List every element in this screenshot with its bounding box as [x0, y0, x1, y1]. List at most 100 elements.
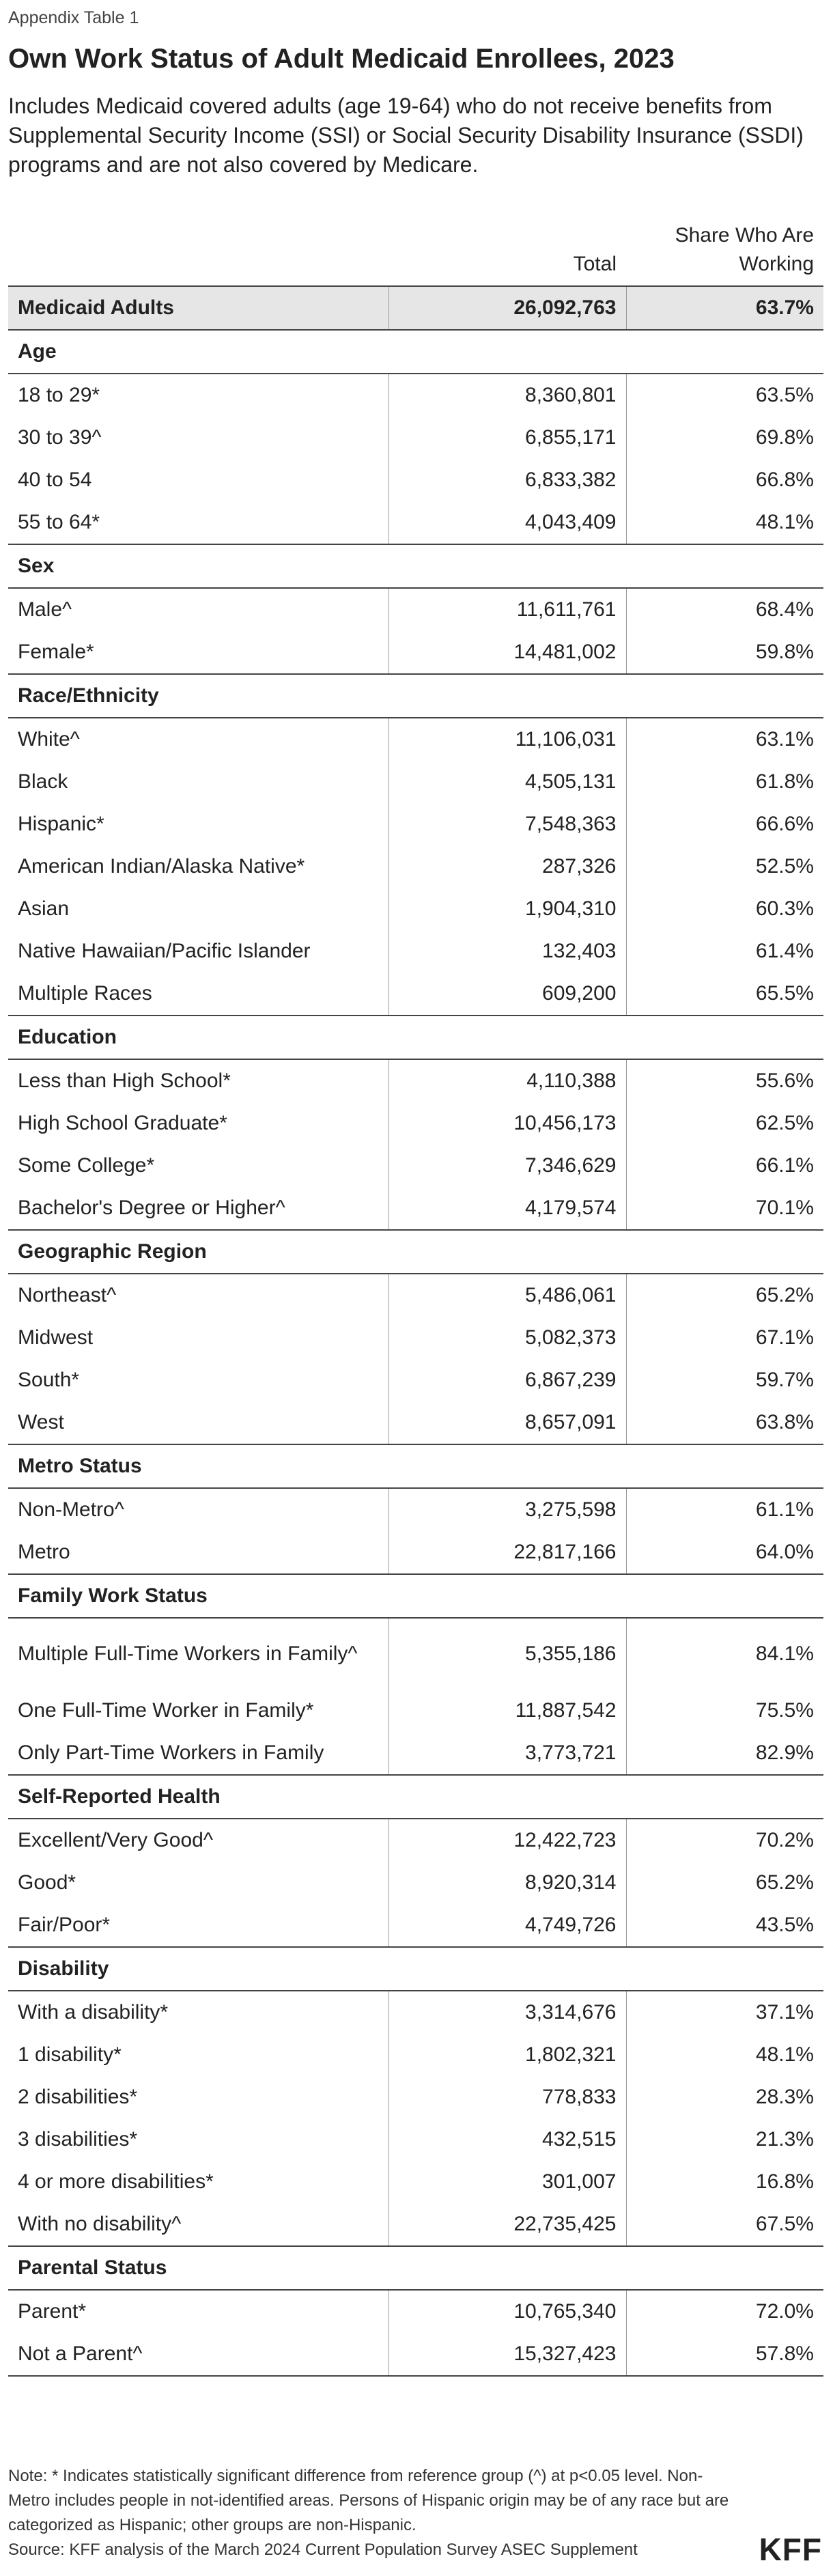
title: Own Work Status of Adult Medicaid Enroll… — [8, 44, 675, 74]
share-cell: 55.6% — [625, 1059, 823, 1102]
section-title: Parental Status — [8, 2246, 823, 2291]
data-row: Midwest 5,082,373 67.1% — [8, 1317, 823, 1359]
logo: KFF — [759, 2532, 822, 2567]
data-table: Total Share Who Are Working Medicaid Adu… — [8, 217, 823, 2377]
share-cell: 66.8% — [625, 459, 823, 501]
header-cell — [8, 217, 389, 287]
data-row: Only Part-Time Workers in Family 3,773,72… — [8, 1732, 823, 1776]
section-title: Sex — [8, 544, 823, 589]
row-label: Metro — [8, 1531, 389, 1575]
total-cell: 10,456,173 — [388, 1102, 626, 1145]
row-label: Multiple Races — [8, 972, 389, 1016]
section-title: Family Work Status — [8, 1574, 823, 1619]
data-row: Not a Parent^ 15,327,423 57.8% — [8, 2333, 823, 2377]
share-cell: 63.1% — [625, 718, 823, 761]
share-cell: 57.8% — [625, 2333, 823, 2377]
row-label: Black — [18, 770, 68, 793]
data-row: 1 disability* 1,802,321 48.1% — [8, 2034, 823, 2076]
total-cell: 3,275,598 — [388, 1488, 626, 1531]
total-cell: 1,904,310 — [388, 888, 626, 930]
total-cell: 3,773,721 — [388, 1732, 626, 1776]
note: Note: * Indicates statistically signific… — [8, 2467, 729, 2534]
table-label: Appendix Table 1 — [8, 8, 139, 27]
row-label: Native Hawaiian/Pacific Islander — [18, 940, 311, 962]
row-label: Fair/Poor* — [8, 1904, 389, 1948]
data-row: High School Graduate* 10,456,173 62.5% — [8, 1102, 823, 1145]
row-label: West — [8, 1401, 389, 1445]
total-cell: 5,355,186 — [388, 1618, 626, 1690]
row-label: Only Part-Time Workers in Family — [8, 1732, 389, 1776]
share-cell: 66.1% — [625, 1145, 823, 1187]
data-row: Asian 1,904,310 60.3% — [8, 888, 823, 930]
header-row: Total Share Who Are Working — [8, 217, 823, 287]
data-row: Multiple Races 609,200 65.5% — [8, 972, 823, 1016]
total-cell: 22,735,425 — [388, 2203, 626, 2247]
section-title: Geographic Region — [8, 1230, 823, 1274]
share-cell: 61.8% — [625, 761, 823, 803]
share-cell: 69.8% — [625, 417, 823, 459]
row-label: Hispanic* — [18, 813, 104, 835]
section-title: Metro Status — [8, 1444, 823, 1489]
row-label: High School Graduate* — [18, 1112, 227, 1134]
row-label: Not a Parent^ — [8, 2333, 389, 2377]
total-cell: 7,346,629 — [388, 1145, 626, 1187]
section-row: Parental Status — [8, 2246, 823, 2291]
data-row: 18 to 29* 8,360,801 63.5% — [8, 374, 823, 417]
section-row: Metro Status — [8, 1444, 823, 1489]
share-cell: 21.3% — [625, 2118, 823, 2161]
share-cell: 63.7% — [625, 286, 823, 331]
share-cell: 62.5% — [625, 1102, 823, 1145]
share-cell: 65.2% — [625, 1274, 823, 1317]
data-row: Excellent/Very Good^ 12,422,723 70.2% — [8, 1819, 823, 1862]
total-cell: 1,802,321 — [388, 2034, 626, 2076]
row-label: With a disability* — [18, 2001, 169, 2024]
row-label: Multiple Full-Time Workers in Family^ — [18, 1642, 358, 1665]
total-cell: 22,817,166 — [388, 1531, 626, 1575]
share-cell: 84.1% — [625, 1618, 823, 1690]
total-cell: 4,179,574 — [388, 1187, 626, 1231]
total-cell: 4,505,131 — [388, 761, 626, 803]
share-cell: 61.1% — [625, 1488, 823, 1531]
share-cell: 61.4% — [625, 930, 823, 972]
data-row: Native Hawaiian/Pacific Islander 132,403 6… — [8, 930, 823, 972]
share-cell: 64.0% — [625, 1531, 823, 1575]
total-cell: 11,611,761 — [388, 588, 626, 631]
data-row: Multiple Full-Time Workers in Family^ 5,3… — [8, 1618, 823, 1690]
total-cell: 8,657,091 — [388, 1401, 626, 1445]
total-cell: 287,326 — [388, 845, 626, 888]
row-label: Less than High School* — [18, 1069, 231, 1092]
row-label: Asian — [18, 897, 70, 920]
data-row: White^ 11,106,031 63.1% — [8, 718, 823, 761]
share-cell: 63.8% — [625, 1401, 823, 1445]
data-row: Non-Metro^ 3,275,598 61.1% — [8, 1488, 823, 1531]
share-cell: 68.4% — [625, 588, 823, 631]
section-row: Education — [8, 1016, 823, 1060]
row-label: White^ — [18, 728, 80, 751]
data-row: Male^ 11,611,761 68.4% — [8, 588, 823, 631]
total-cell: 11,887,542 — [388, 1690, 626, 1732]
section-title: Education — [8, 1016, 823, 1060]
section-row: Age — [8, 330, 823, 374]
column-header: Share Who Are Working — [626, 217, 823, 287]
total-cell: 132,403 — [388, 930, 626, 972]
share-cell: 82.9% — [625, 1732, 823, 1776]
data-row: Black 4,505,131 61.8% — [8, 761, 823, 803]
data-row: Female* 14,481,002 59.8% — [8, 631, 823, 675]
share-cell: 43.5% — [625, 1904, 823, 1948]
total-cell: 6,833,382 — [388, 459, 626, 501]
total-cell: 10,765,340 — [388, 2290, 626, 2333]
section-title: Race/Ethnicity — [8, 674, 823, 718]
section-row: Geographic Region — [8, 1230, 823, 1274]
row-label: One Full-Time Worker in Family* — [18, 1699, 314, 1722]
row-label: 30 to 39^ — [18, 426, 102, 449]
data-row: 40 to 54 6,833,382 66.8% — [8, 459, 823, 501]
row-label: 18 to 29* — [18, 384, 100, 406]
data-row: West 8,657,091 63.8% — [8, 1401, 823, 1445]
row-label: Male^ — [18, 598, 72, 621]
share-cell: 59.7% — [625, 1359, 823, 1401]
row-label: South* — [18, 1369, 80, 1391]
total-cell: 4,749,726 — [388, 1904, 626, 1948]
total-cell: 609,200 — [388, 972, 626, 1016]
data-row: 30 to 39^ 6,855,171 69.8% — [8, 417, 823, 459]
